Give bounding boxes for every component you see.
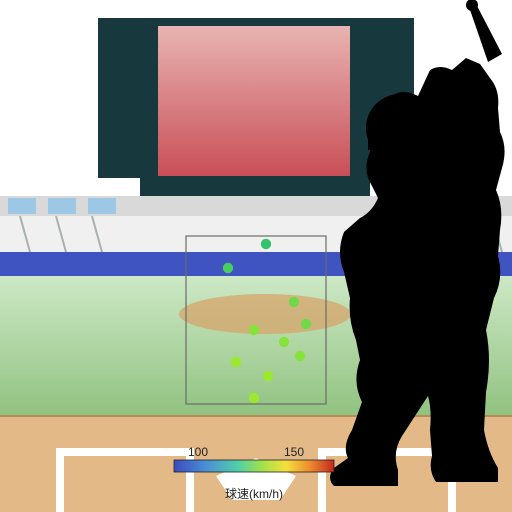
pitch-marker (261, 239, 271, 249)
pitch-zone-chart: 100 150 球速(km/h) (0, 0, 512, 512)
pitch-marker (223, 263, 233, 273)
colorbar-label: 球速(km/h) (225, 487, 283, 501)
pitch-marker (249, 325, 259, 335)
pitch-marker (289, 297, 299, 307)
pitch-marker (231, 357, 241, 367)
colorbar-tick: 150 (284, 445, 304, 459)
pitch-marker (279, 337, 289, 347)
pitch-marker (263, 371, 273, 381)
scoreboard (98, 18, 414, 218)
colorbar-tick: 100 (188, 445, 208, 459)
pitch-marker (295, 351, 305, 361)
pitch-marker (301, 319, 311, 329)
pitch-marker (249, 393, 259, 403)
